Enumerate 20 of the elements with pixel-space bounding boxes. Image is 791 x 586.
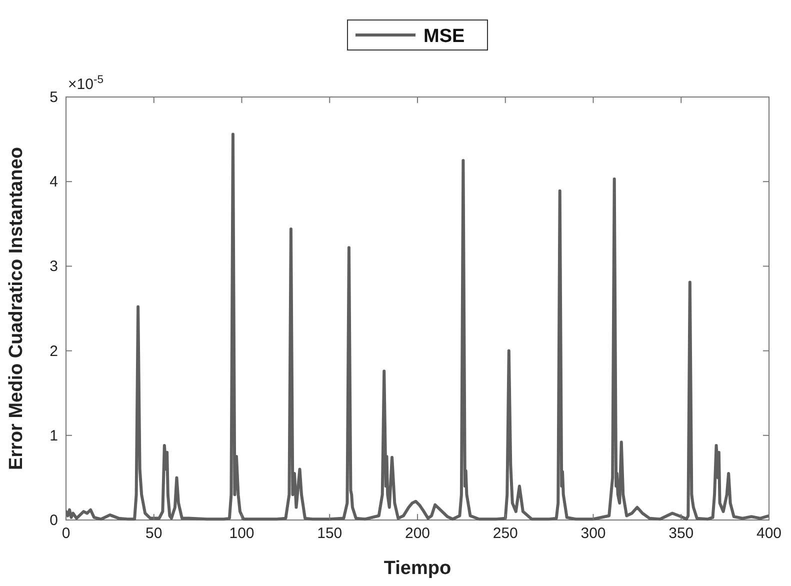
y-tick-label: 5 [50, 89, 58, 106]
legend-label: MSE [424, 26, 465, 47]
line-series [66, 132, 769, 521]
x-tick-label: 100 [229, 525, 254, 542]
x-axis-title: Tiempo [384, 558, 452, 579]
x-tick-label: 400 [756, 525, 782, 542]
x-tick-label: 0 [62, 525, 70, 542]
y-tick-label: 4 [50, 174, 58, 191]
x-tick-label: 300 [580, 525, 606, 542]
x-tick-label: 50 [146, 525, 162, 542]
text: ×10$^{-5}$ [68, 74, 104, 93]
x-tick-label: 200 [404, 525, 430, 542]
y-tick-label: 2 [50, 342, 58, 360]
y-tick-label: 3 [50, 258, 58, 276]
x-tick-label: 350 [668, 525, 694, 542]
x-tick-label: 150 [317, 525, 342, 542]
y-axis-title: Error Medio Cuadratico Instantaneo [6, 146, 27, 470]
x-tick-label: 250 [492, 525, 518, 542]
y-tick-label: 1 [50, 427, 58, 444]
y-tick-label: 0 [50, 512, 58, 529]
